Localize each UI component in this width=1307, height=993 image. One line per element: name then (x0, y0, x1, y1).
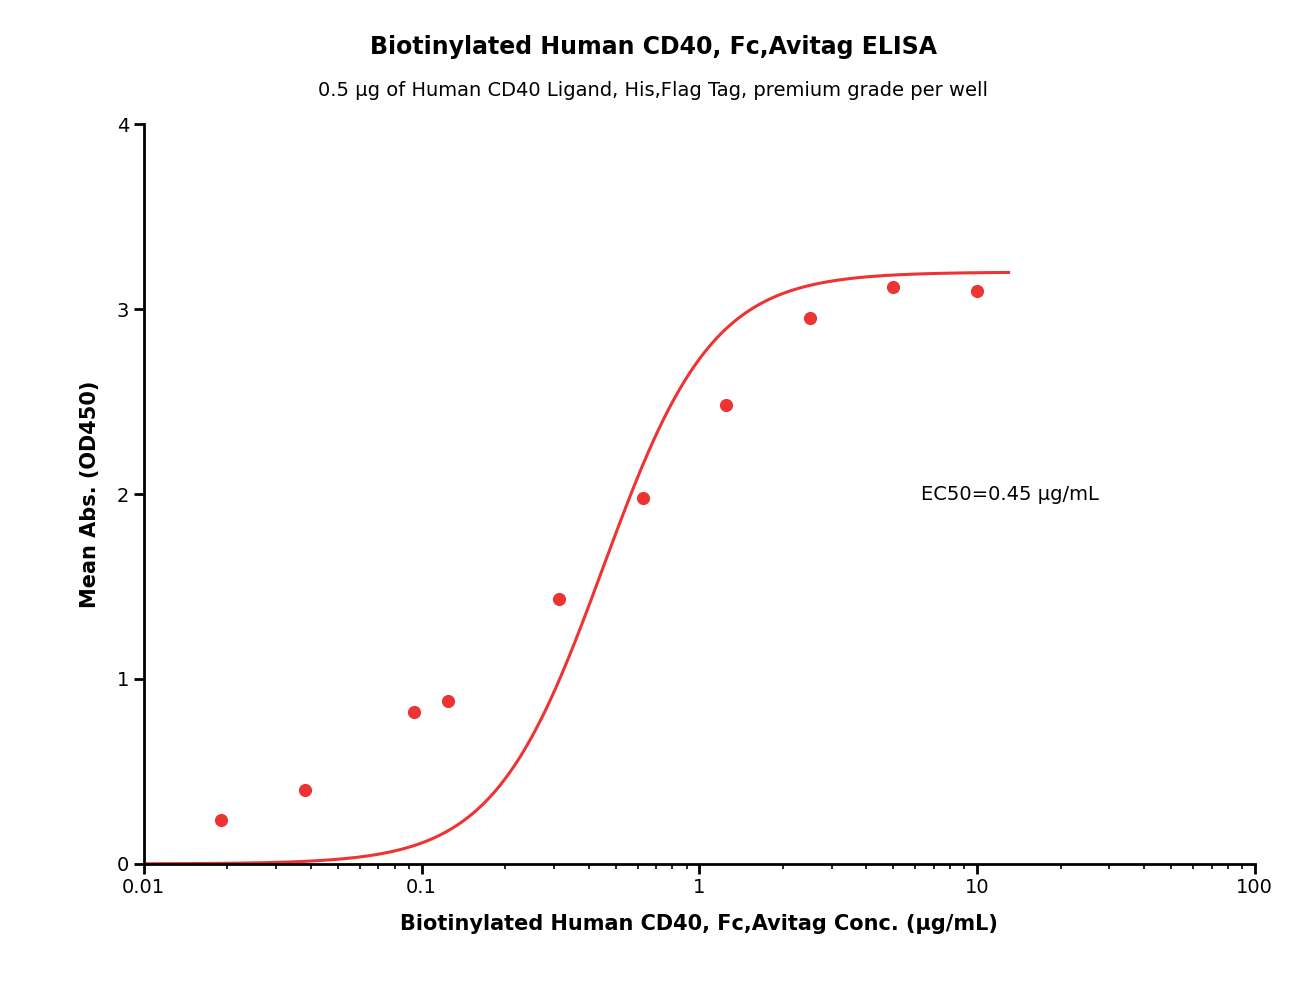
Point (633, 490, 654, 505)
Point (294, 782, 315, 798)
X-axis label: Biotinylated Human CD40, Fc,Avitag Conc. (μg/mL): Biotinylated Human CD40, Fc,Avitag Conc.… (400, 915, 999, 934)
Point (438, 693, 459, 709)
Point (210, 811, 231, 827)
Text: EC50=0.45 μg/mL: EC50=0.45 μg/mL (921, 485, 1099, 503)
Y-axis label: Mean Abs. (OD450): Mean Abs. (OD450) (80, 380, 101, 608)
Point (716, 397, 737, 413)
Point (549, 592, 570, 608)
Point (884, 279, 904, 295)
Text: 0.5 μg of Human CD40 Ligand, His,Flag Tag, premium grade per well: 0.5 μg of Human CD40 Ligand, His,Flag Ta… (319, 81, 988, 100)
Point (800, 311, 821, 327)
Text: Biotinylated Human CD40, Fc,Avitag ELISA: Biotinylated Human CD40, Fc,Avitag ELISA (370, 35, 937, 59)
Point (967, 283, 988, 299)
Point (404, 704, 425, 720)
